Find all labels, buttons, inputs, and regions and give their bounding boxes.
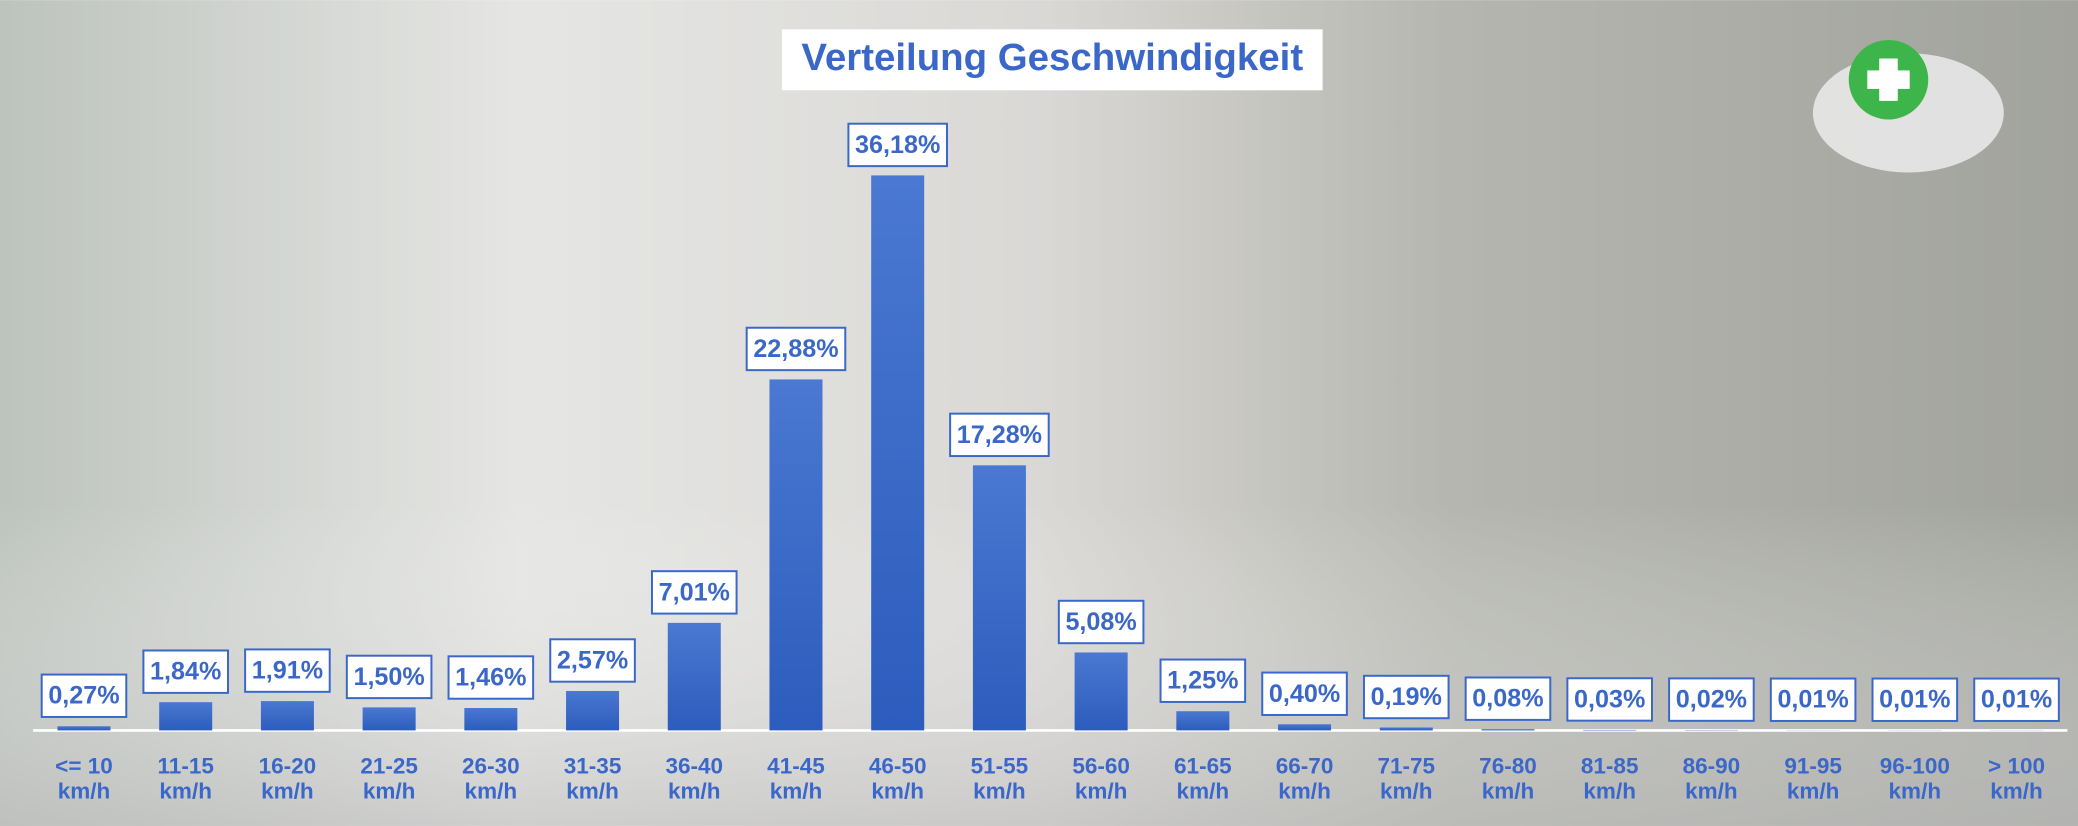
- bar: [1075, 652, 1128, 730]
- value-label: 0,01%: [1777, 686, 1848, 714]
- value-label: 0,19%: [1371, 683, 1442, 711]
- bar: [1481, 729, 1534, 730]
- value-label: 1,25%: [1167, 667, 1238, 695]
- value-label: 7,01%: [659, 578, 730, 606]
- value-label: 0,01%: [1879, 686, 1950, 714]
- chart-title: Verteilung Geschwindigkeit: [801, 36, 1303, 79]
- value-label: 0,08%: [1472, 685, 1543, 713]
- value-label: 0,02%: [1676, 686, 1747, 714]
- value-label: 5,08%: [1065, 608, 1136, 636]
- value-label: 0,40%: [1269, 680, 1340, 708]
- bar: [769, 379, 822, 730]
- value-label: 1,84%: [150, 658, 221, 686]
- value-label: 22,88%: [753, 335, 838, 363]
- page: {"chart_data": {"type": "bar", "title": …: [0, 0, 2078, 826]
- bar: [871, 175, 924, 730]
- bar: [464, 708, 517, 730]
- value-label: 1,46%: [455, 664, 526, 692]
- bar: [973, 465, 1026, 730]
- bar: [363, 707, 416, 730]
- chart: Verteilung Geschwindigkeit 0,27% <= 10km/…: [0, 0, 2078, 826]
- value-label: 1,91%: [252, 657, 323, 685]
- bar: [668, 623, 721, 731]
- bar: [1176, 711, 1229, 730]
- bar: [566, 691, 619, 730]
- bar: [57, 726, 110, 730]
- value-label: 0,01%: [1981, 686, 2052, 714]
- value-label: 0,27%: [48, 682, 119, 710]
- bar: [1380, 727, 1433, 730]
- value-label: 36,18%: [855, 131, 940, 159]
- bar: [159, 702, 212, 730]
- value-label: 0,03%: [1574, 685, 1645, 713]
- value-label: 1,50%: [353, 663, 424, 691]
- bar: [261, 701, 314, 730]
- bar: [1278, 724, 1331, 730]
- value-label: 17,28%: [957, 421, 1042, 449]
- value-label: 2,57%: [557, 646, 628, 674]
